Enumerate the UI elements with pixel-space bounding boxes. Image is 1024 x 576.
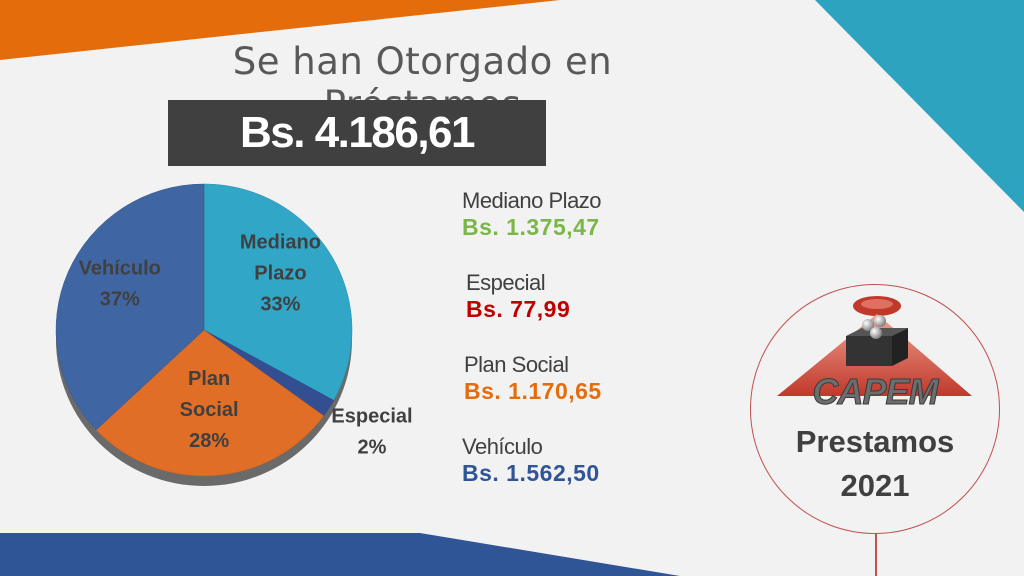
pie-label-especial: Especial 2%: [331, 406, 412, 459]
badge-line-1: Prestamos: [795, 424, 955, 459]
pie-slice-vehiculo: [55, 183, 205, 431]
legend-name: Vehículo: [462, 434, 543, 459]
legend-name: Especial: [466, 270, 546, 295]
legend-amount: Bs. 77,99: [466, 296, 571, 322]
logo-text: CAPEM: [812, 371, 939, 412]
badge-line-2: 2021: [840, 468, 910, 503]
legend-item-vehiculo: Vehículo Bs. 1.562,50: [462, 434, 600, 487]
badge-connector-line: [875, 534, 877, 576]
pie-label-social: Plan Social 28%: [180, 368, 239, 452]
badge-text: Prestamos 2021: [760, 420, 990, 508]
legend-item-mediano-plazo: Mediano Plazo Bs. 1.375,47: [462, 188, 602, 241]
total-amount-box: Bs. 4.186,61: [168, 100, 546, 166]
pie-chart: Mediano Plazo 33% Especial 2% Plan Social 28% Ve…: [55, 183, 413, 486]
pie-label-vehiculo: Vehículo 37%: [79, 258, 161, 311]
orange-top-band: [0, 0, 560, 60]
pie-label-mediano: Mediano Plazo 33%: [240, 231, 321, 315]
legend-item-plan-social: Plan Social Bs. 1.170,65: [464, 352, 602, 405]
legend-amount: Bs. 1.562,50: [462, 460, 600, 486]
legend-name: Mediano Plazo: [462, 188, 602, 213]
legend-name: Plan Social: [464, 352, 569, 377]
teal-corner-shape: [815, 0, 1024, 212]
pie-slice-mediano: [203, 183, 353, 401]
pie-slice-social: [95, 329, 325, 477]
legend-amount: Bs. 1.375,47: [462, 214, 600, 240]
legend-amount: Bs. 1.170,65: [464, 378, 602, 404]
total-amount: Bs. 4.186,61: [240, 108, 475, 157]
legend-item-especial: Especial Bs. 77,99: [466, 270, 570, 323]
capem-logo: CAPEM: [777, 296, 972, 413]
navy-bottom-band: [0, 533, 680, 576]
